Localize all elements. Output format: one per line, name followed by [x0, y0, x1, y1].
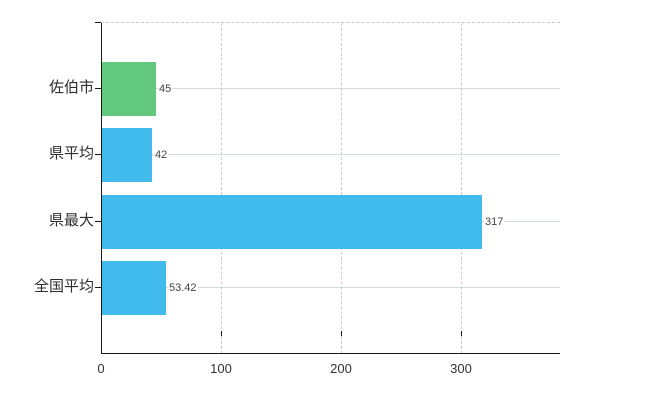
x-axis-line: [101, 353, 560, 354]
horizontal-gridline: [101, 287, 560, 288]
y-axis-tick: [95, 88, 101, 89]
y-axis-top-tick: [95, 22, 101, 23]
bar-value-label: 317: [484, 215, 505, 229]
vertical-gridline: [461, 23, 462, 354]
vertical-gridline: [341, 23, 342, 354]
x-axis-tick: [461, 331, 462, 336]
bar-value-label: 45: [158, 82, 173, 96]
horizontal-gridline: [101, 88, 560, 89]
bar-4: [102, 261, 166, 315]
bar-1: [102, 62, 156, 116]
category-label: 県平均: [48, 145, 94, 162]
y-axis-tick: [95, 154, 101, 155]
y-axis-tick: [95, 287, 101, 288]
category-label: 佐伯市: [48, 79, 94, 96]
horizontal-gridline: [101, 154, 560, 155]
bar-value-label: 42: [154, 148, 169, 162]
bar-value-label: 53.42: [168, 281, 198, 295]
x-tick-label: 100: [210, 361, 232, 376]
bar-3: [102, 195, 482, 249]
bar-2: [102, 128, 152, 182]
x-axis-tick: [341, 331, 342, 336]
x-axis-tick: [101, 331, 102, 336]
y-axis-tick: [95, 221, 101, 222]
x-tick-label: 300: [450, 361, 472, 376]
x-axis-tick: [221, 331, 222, 336]
vertical-gridline: [221, 23, 222, 354]
x-tick-label: 200: [330, 361, 352, 376]
plot-area: 45 42 317 53.42: [101, 22, 560, 354]
category-label: 県最大: [48, 212, 94, 229]
y-axis-line: [101, 23, 102, 354]
x-tick-label: 0: [97, 361, 105, 376]
category-label: 全国平均: [33, 278, 94, 295]
